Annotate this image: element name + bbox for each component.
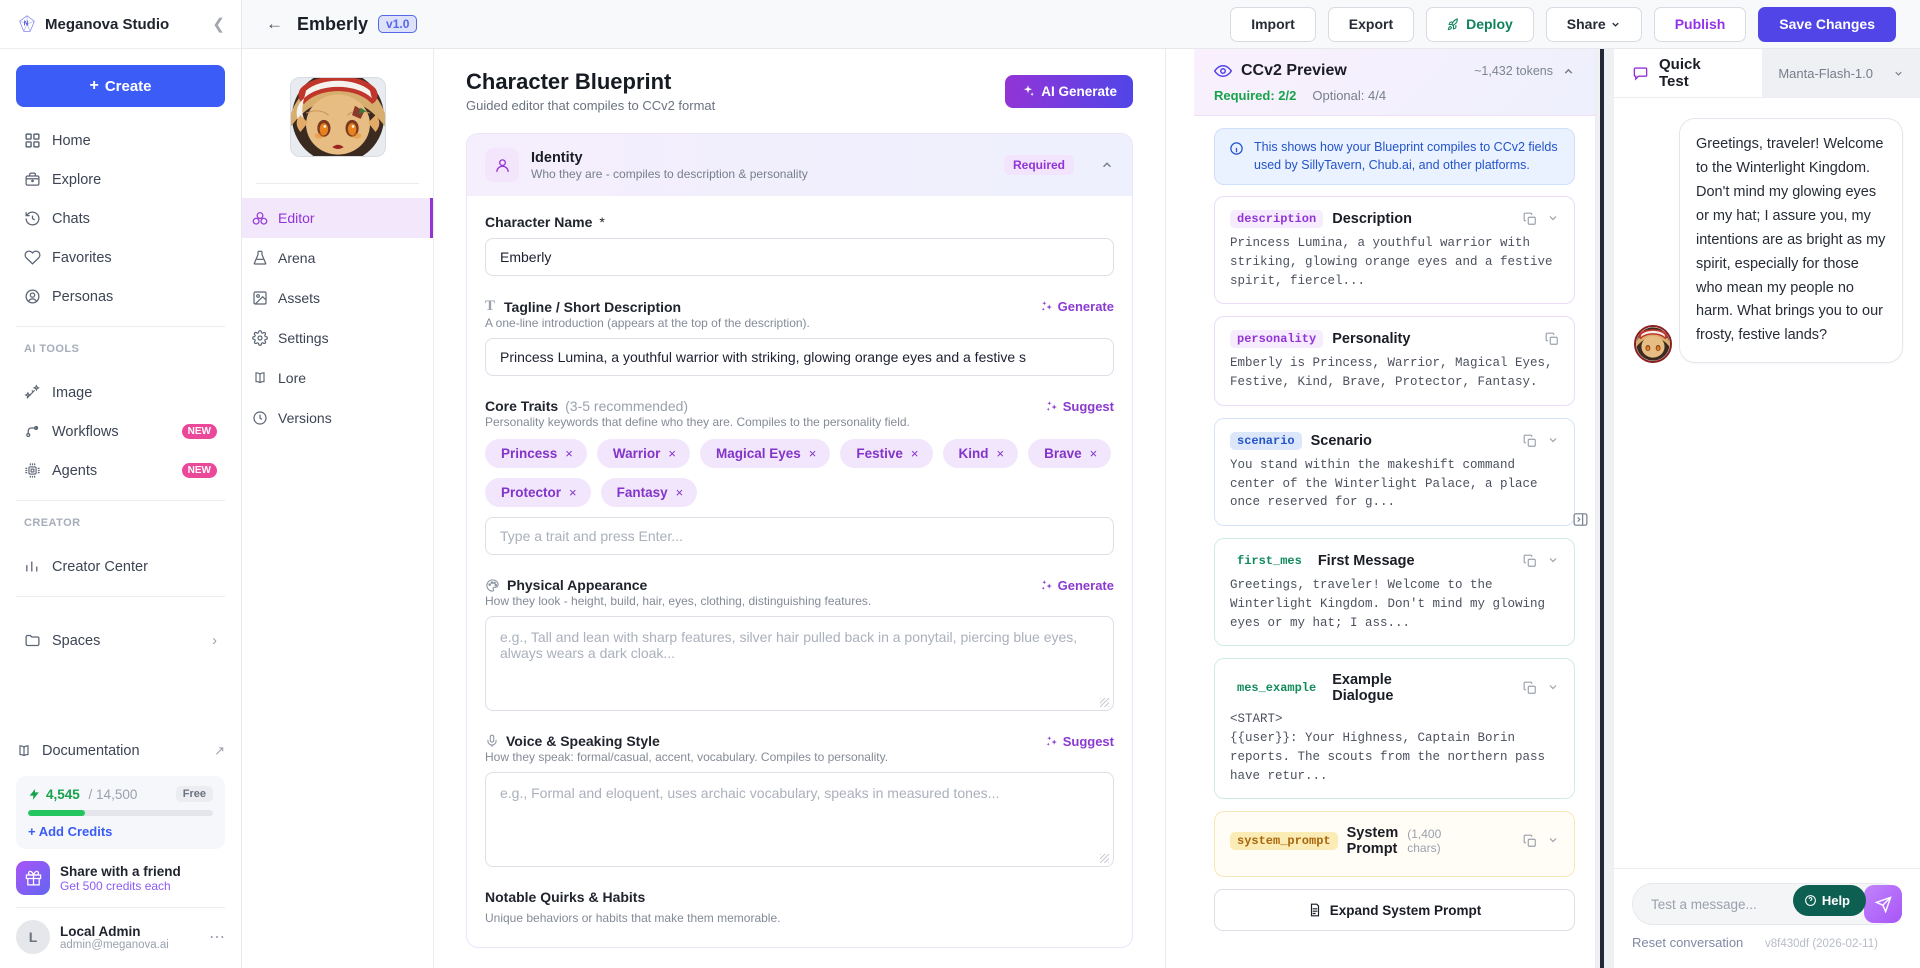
svg-text:N: N <box>24 21 29 28</box>
